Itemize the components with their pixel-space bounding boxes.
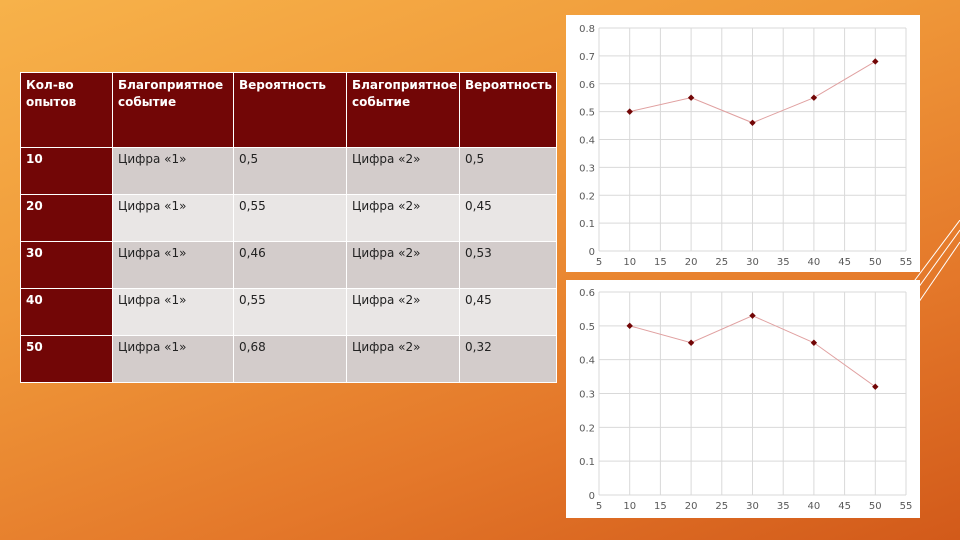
y-tick-label: 0.5: [579, 108, 595, 119]
data-point: [810, 94, 818, 101]
y-tick-label: 0.6: [579, 288, 595, 299]
cell-probability-2: 0,45: [459, 288, 557, 336]
x-tick-label: 45: [838, 501, 851, 512]
cell-trials: 40: [20, 288, 113, 336]
cell-event-1: Цифра «1»: [112, 147, 234, 195]
y-tick-label: 0.5: [579, 322, 595, 333]
table-row: 20 Цифра «1» 0,55 Цифра «2» 0,45: [20, 194, 557, 242]
data-point: [687, 94, 695, 101]
cell-probability-2: 0,32: [459, 335, 557, 383]
cell-event-1: Цифра «1»: [112, 241, 234, 289]
data-point: [872, 58, 879, 65]
chart-probability-2: 0 0.1 0.2 0.3 0.4 0.5 0.6 5 10 15 20 25 30 35 40 45 50 55: [566, 280, 920, 518]
data-point: [626, 322, 633, 330]
probability-table: Кол-во опытов Благоприятное событие Веро…: [20, 72, 557, 383]
x-tick-label: 35: [777, 257, 790, 268]
y-tick-label: 0: [589, 491, 595, 502]
data-point: [687, 339, 695, 346]
cell-probability-1: 0,55: [233, 194, 347, 242]
chart-2-svg: 0 0.1 0.2 0.3 0.4 0.5 0.6 5 10 15 20 25 30 35 40 45 50 55: [579, 288, 913, 512]
cell-trials: 20: [20, 194, 113, 242]
x-tick-label: 10: [623, 257, 636, 268]
y-tick-label: 0.8: [579, 24, 595, 35]
x-tick-label: 45: [838, 257, 851, 268]
table-row: 50 Цифра «1» 0,68 Цифра «2» 0,32: [20, 335, 557, 383]
cell-probability-2: 0,53: [459, 241, 557, 289]
cell-event-2: Цифра «2»: [346, 288, 460, 336]
x-tick-label: 30: [746, 257, 759, 268]
x-tick-label: 15: [654, 257, 667, 268]
cell-trials: 10: [20, 147, 113, 195]
header-trials: Кол-во опытов: [20, 72, 113, 148]
x-tick-label: 20: [685, 257, 698, 268]
header-event-1: Благоприятное событие: [112, 72, 234, 148]
data-point: [872, 383, 879, 390]
x-tick-label: 30: [746, 501, 759, 512]
y-tick-label: 0.4: [579, 356, 595, 367]
cell-probability-1: 0,68: [233, 335, 347, 383]
y-tick-label: 0.1: [579, 457, 595, 468]
y-tick-label: 0.4: [579, 136, 595, 147]
header-event-2: Благоприятное событие: [346, 72, 460, 148]
y-tick-label: 0.1: [579, 219, 595, 230]
table-row: 40 Цифра «1» 0,55 Цифра «2» 0,45: [20, 288, 557, 336]
cell-probability-1: 0,46: [233, 241, 347, 289]
x-tick-label: 35: [777, 501, 790, 512]
x-tick-label: 25: [715, 257, 728, 268]
cell-probability-2: 0,45: [459, 194, 557, 242]
header-probability-1: Вероятность: [233, 72, 347, 148]
cell-probability-1: 0,55: [233, 288, 347, 336]
cell-event-1: Цифра «1»: [112, 288, 234, 336]
x-tick-label: 15: [654, 501, 667, 512]
x-tick-label: 5: [596, 257, 602, 268]
table-header-row: Кол-во опытов Благоприятное событие Веро…: [20, 72, 557, 148]
data-point: [810, 339, 818, 346]
x-tick-label: 55: [900, 257, 913, 268]
cell-event-1: Цифра «1»: [112, 335, 234, 383]
x-tick-label: 50: [869, 257, 882, 268]
x-tick-label: 20: [685, 501, 698, 512]
y-tick-label: 0.3: [579, 163, 595, 174]
header-probability-2: Вероятность: [459, 72, 557, 148]
table-row: 10 Цифра «1» 0,5 Цифра «2» 0,5: [20, 147, 557, 195]
x-tick-label: 40: [808, 501, 821, 512]
data-point: [626, 108, 633, 115]
cell-event-1: Цифра «1»: [112, 194, 234, 242]
cell-trials: 30: [20, 241, 113, 289]
x-tick-label: 5: [596, 501, 602, 512]
x-tick-label: 40: [808, 257, 821, 268]
x-tick-label: 10: [623, 501, 636, 512]
x-tick-label: 55: [900, 501, 913, 512]
cell-probability-1: 0,5: [233, 147, 347, 195]
x-tick-label: 50: [869, 501, 882, 512]
y-tick-label: 0.7: [579, 52, 595, 63]
y-tick-label: 0: [589, 247, 595, 258]
cell-trials: 50: [20, 335, 113, 383]
chart-probability-1: 0 0.1 0.2 0.3 0.4 0.5 0.6 0.7 0.8 5 10 15 20 25 30 35 40…: [566, 15, 920, 272]
cell-event-2: Цифра «2»: [346, 147, 460, 195]
y-tick-label: 0.3: [579, 390, 595, 401]
cell-probability-2: 0,5: [459, 147, 557, 195]
y-tick-label: 0.6: [579, 80, 595, 91]
table-row: 30 Цифра «1» 0,46 Цифра «2» 0,53: [20, 241, 557, 289]
chart-1-svg: 0 0.1 0.2 0.3 0.4 0.5 0.6 0.7 0.8 5 10 15 20 25 30 35 40…: [579, 24, 913, 268]
x-tick-label: 25: [715, 501, 728, 512]
cell-event-2: Цифра «2»: [346, 335, 460, 383]
y-tick-label: 0.2: [579, 191, 595, 202]
y-tick-label: 0.2: [579, 423, 595, 434]
data-point: [749, 119, 756, 126]
cell-event-2: Цифра «2»: [346, 194, 460, 242]
data-point: [749, 312, 756, 319]
cell-event-2: Цифра «2»: [346, 241, 460, 289]
